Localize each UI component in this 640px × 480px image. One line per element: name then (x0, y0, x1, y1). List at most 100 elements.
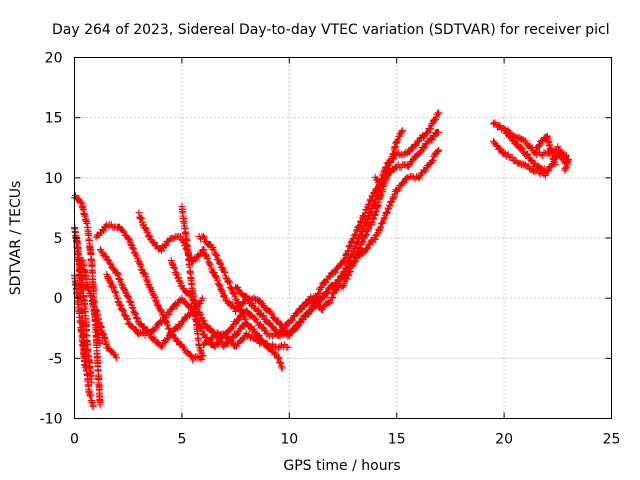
track-12 (195, 232, 286, 372)
data-point-segment (221, 293, 238, 312)
track-13 (199, 318, 249, 350)
data-point-segment (403, 137, 421, 157)
x-tick-label: 15 (388, 432, 406, 448)
tick-labels: 0 5 10 15 20 25 -10 -5 0 5 10 15 20 (40, 51, 621, 448)
data-point-segment (328, 271, 346, 290)
data-point-segment (92, 332, 102, 374)
data-point-segment (532, 133, 550, 152)
data-point-segment (425, 146, 443, 169)
data-point-segment (318, 282, 335, 303)
data-point-segment (94, 367, 104, 409)
track-5 (92, 221, 206, 364)
data-point-segment (554, 143, 571, 164)
data-point-segment (414, 161, 432, 182)
track-22 (532, 132, 559, 168)
data-point-segment (191, 306, 203, 349)
data-point-segment (522, 150, 539, 168)
data-point-segment (393, 175, 410, 195)
data-point-segment (414, 129, 432, 145)
data-point-segment (296, 296, 314, 313)
data-point-segment (350, 249, 367, 265)
data-point-segment (275, 353, 286, 372)
data-point-segment (328, 259, 346, 277)
data-point-segment (114, 294, 131, 323)
track-20 (489, 137, 549, 180)
data-point-segment (182, 235, 194, 276)
data-point-segment (195, 341, 207, 360)
data-point-segment (371, 173, 385, 188)
data-point-segment (178, 342, 196, 360)
data-point-segment (242, 329, 260, 343)
y-tick-label: 5 (54, 231, 63, 247)
data-point-segment (92, 223, 110, 241)
data-point-segment (393, 148, 410, 159)
data-point-segment (124, 293, 142, 326)
data-point-segment (339, 235, 357, 266)
data-point-segment (232, 283, 249, 300)
data-point-segment (210, 269, 228, 300)
data-point-segment (522, 161, 539, 175)
track-3 (71, 271, 89, 372)
data-point-segment (178, 203, 190, 240)
x-tick-label: 10 (280, 432, 298, 448)
x-tick-label: 20 (495, 432, 513, 448)
data-point-segment (146, 233, 163, 253)
data-point-segment (361, 200, 378, 229)
y-tick-label: -10 (40, 412, 63, 428)
data-point-segment (378, 168, 391, 187)
data-point-segment (403, 151, 421, 170)
data-point-segment (103, 270, 121, 300)
data-point-segment (361, 212, 378, 241)
data-point-segment (114, 223, 131, 241)
track-11 (178, 203, 207, 360)
data-point-segment (92, 306, 110, 348)
data-point-segment (393, 127, 406, 147)
data-point-segment (167, 232, 184, 242)
data-point-segment (88, 258, 98, 300)
track-17 (296, 146, 443, 313)
y-tick-label: 0 (54, 291, 63, 307)
data-point-segment (199, 333, 217, 349)
x-tick-label: 0 (70, 432, 79, 448)
track-8 (92, 306, 120, 362)
data-point-segment (146, 284, 164, 312)
y-axis-label: SDTVAR / TECUs (8, 181, 24, 296)
track-6 (96, 246, 206, 351)
y-tick-label: 10 (45, 171, 63, 187)
data-point-segment (178, 295, 196, 312)
data-point-segment (425, 128, 443, 145)
track-18 (371, 168, 391, 188)
data-point-segment (264, 341, 281, 362)
data-point-segment (264, 319, 281, 339)
x-axis-label: GPS time / hours (283, 458, 400, 474)
data-point-segment (221, 330, 238, 349)
data-point-segment (232, 318, 249, 339)
data-point-segment (547, 149, 559, 168)
data-point-segment (167, 296, 185, 314)
data-point-segment (532, 166, 549, 180)
data-point-segment (318, 270, 335, 291)
data-point-segment (167, 257, 185, 290)
data-point-segment (511, 139, 528, 158)
data-point-segment (393, 160, 410, 171)
data-point-segment (124, 319, 142, 337)
x-tick-label: 5 (177, 432, 186, 448)
data-point-segment (382, 151, 400, 171)
data-point-segment (103, 344, 120, 362)
data-point-segment (189, 246, 206, 265)
track-16 (285, 128, 443, 340)
data-point-segment (296, 308, 314, 327)
data-point-segment (156, 331, 174, 351)
data-point-segment (339, 260, 357, 279)
x-tick-label: 25 (603, 432, 621, 448)
data-point-segment (522, 137, 539, 157)
data-point-segment (156, 235, 174, 255)
data-point-segment (77, 268, 89, 313)
data-points (71, 109, 572, 411)
y-tick-label: 20 (45, 51, 63, 67)
data-point-segment (135, 258, 153, 290)
data-point-segment (156, 306, 174, 327)
data-point-segment (275, 341, 292, 352)
data-point-segment (242, 320, 260, 338)
